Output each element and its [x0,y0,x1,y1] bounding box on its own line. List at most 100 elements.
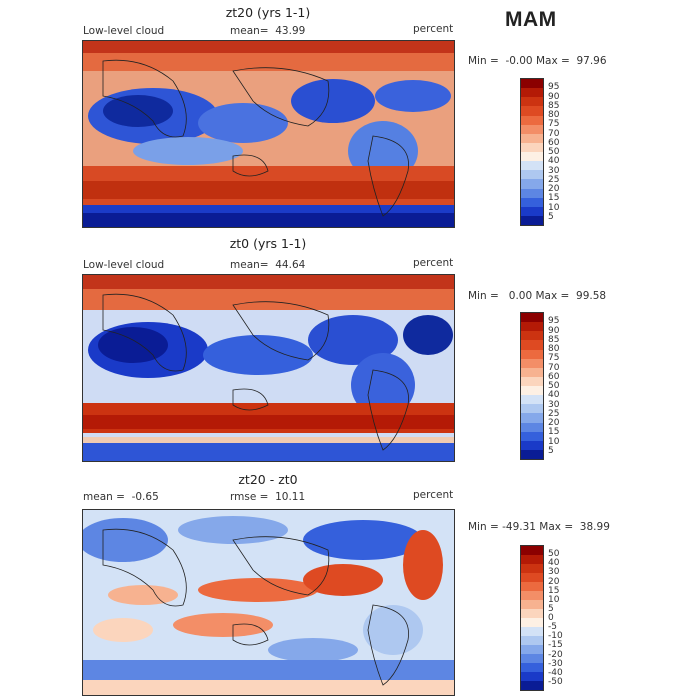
colorbar-tick-label: 60 [548,137,560,148]
colorbar-swatch [521,215,543,225]
colorbar-swatch [521,645,543,654]
panel-title: zt20 - zt0 [238,472,298,487]
map-image [83,275,454,461]
colorbar-swatch [521,367,543,377]
colorbar-swatch [521,88,543,98]
colorbar-swatch [521,106,543,116]
colorbar-swatch [521,376,543,386]
variable-label: Low-level cloud [83,25,165,37]
colorbar-tick-label: -50 [548,676,563,687]
colorbar-tick-label: 0 [548,613,554,623]
colorbar-tick-label: 10 [548,436,560,447]
colorbar-tick-label: 75 [548,353,560,364]
colorbar-tick-label: 85 [548,100,560,111]
colorbar-tick-label: 30 [548,399,560,410]
colorbar-swatch [521,422,543,432]
colorbar-swatch [521,124,543,134]
colorbar-swatch [521,600,543,609]
colorbar-swatch [521,609,543,618]
min-max-label: Min = -49.31 Max = 38.99 [468,521,610,533]
colorbar-swatch [521,386,543,396]
panel-title: zt0 (yrs 1-1) [229,236,307,251]
colorbar-swatch [521,431,543,441]
colorbar-swatch [521,413,543,423]
cloud-map [82,274,455,462]
colorbar-tick-label: 95 [548,82,560,93]
colorbar-tick-label: 40 [548,390,560,401]
cloud-map [82,40,455,228]
colorbar-tick-label: 15 [548,193,560,204]
colorbar [520,545,544,691]
colorbar-swatch [521,573,543,582]
panel-title: zt20 (yrs 1-1) [225,5,311,20]
colorbar-tick-label: 20 [548,576,560,587]
colorbar-tick-label: -40 [548,667,563,678]
colorbar-tick-label: 5 [548,445,554,456]
colorbar-swatch [521,97,543,107]
colorbar-swatch [521,142,543,152]
mean-label: mean = -0.65 [83,491,159,503]
colorbar-tick-label: 5 [548,211,554,222]
colorbar-swatch [521,349,543,359]
colorbar-swatch [521,206,543,216]
colorbar-tick-label: 60 [548,371,560,382]
mean-label: mean= 44.64 [230,259,306,271]
colorbar-tick-label: 20 [548,418,560,428]
colorbar-swatch [521,440,543,450]
colorbar-tick-label: 70 [548,128,560,139]
colorbar-swatch [521,681,543,690]
map-image [83,41,454,227]
colorbar-tick-label: 25 [548,174,560,185]
colorbar-swatch [521,115,543,125]
colorbar-swatch [521,582,543,591]
colorbar-tick-label: 80 [548,110,560,120]
units-label: percent [413,489,454,501]
colorbar-swatch [521,170,543,180]
rmse-label: rmse = 10.11 [230,491,306,503]
colorbar-swatch [521,591,543,600]
colorbar-swatch [521,555,543,564]
colorbar-swatch [521,179,543,189]
colorbar-tick-label: 20 [548,184,560,194]
colorbar-tick-label: 40 [548,558,560,569]
difference-map [82,509,455,696]
mean-label: mean= 43.99 [230,25,306,37]
colorbar-tick-label: 90 [548,91,560,102]
colorbar-tick-label: -15 [548,640,563,651]
colorbar-tick-label: 50 [548,381,560,391]
colorbar-tick-label: 30 [548,165,560,176]
colorbar-tick-label: 90 [548,325,560,336]
colorbar-swatch [521,404,543,414]
colorbar-tick-label: 10 [548,202,560,213]
colorbar [520,312,544,460]
colorbar-tick-label: -10 [548,631,563,642]
colorbar-swatch [521,546,543,555]
colorbar-swatch [521,636,543,645]
colorbar-swatch [521,672,543,681]
colorbar-tick-label: -30 [548,658,563,669]
colorbar-swatch [521,79,543,89]
colorbar-tick-label: 95 [548,316,560,327]
colorbar-swatch [521,618,543,627]
colorbar-tick-label: 30 [548,567,560,578]
colorbar-swatch [521,133,543,143]
colorbar-tick-label: 75 [548,119,560,130]
colorbar-tick-label: 15 [548,585,560,596]
colorbar-swatch [521,322,543,332]
colorbar-tick-label: 50 [548,549,560,560]
colorbar-tick-label: 25 [548,408,560,419]
colorbar-tick-label: -5 [548,622,557,633]
colorbar-swatch [521,197,543,207]
colorbar-tick-label: 70 [548,362,560,373]
variable-label: Low-level cloud [83,259,165,271]
units-label: percent [413,23,454,35]
colorbar-swatch [521,152,543,162]
colorbar-swatch [521,564,543,573]
colorbar-tick-label: 40 [548,156,560,167]
colorbar-swatch [521,161,543,171]
colorbar-swatch [521,331,543,341]
colorbar-tick-label: 15 [548,427,560,438]
min-max-label: Min = 0.00 Max = 99.58 [468,290,607,302]
colorbar-tick-label: -20 [548,649,563,660]
colorbar-swatch [521,627,543,636]
